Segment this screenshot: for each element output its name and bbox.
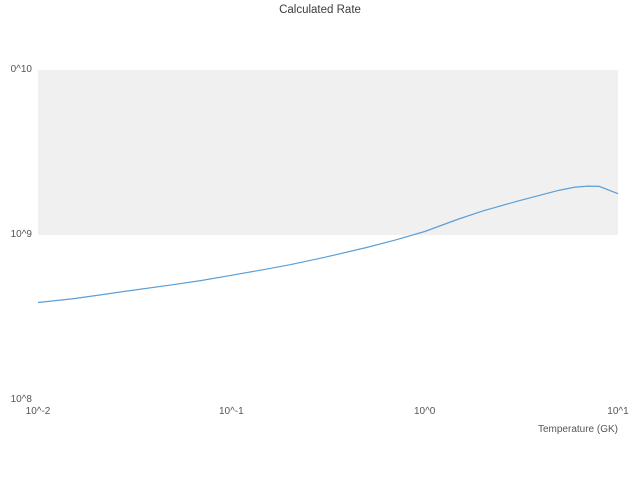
highlight-band bbox=[38, 70, 618, 235]
x-tick-label: 10^1 bbox=[607, 406, 629, 417]
x-tick-label: 10^-2 bbox=[25, 406, 51, 417]
rate-line bbox=[37, 185, 619, 304]
x-tick-label: 10^0 bbox=[413, 406, 436, 417]
y-tick-label: 10^9 bbox=[10, 229, 32, 240]
x-tick-label: 10^-1 bbox=[218, 406, 244, 417]
y-tick-label: 0^10 bbox=[10, 64, 32, 75]
x-axis-label: Temperature (GK) bbox=[537, 424, 618, 435]
y-tick-label: 10^8 bbox=[10, 394, 32, 405]
chart-title: Calculated Rate bbox=[279, 4, 361, 16]
